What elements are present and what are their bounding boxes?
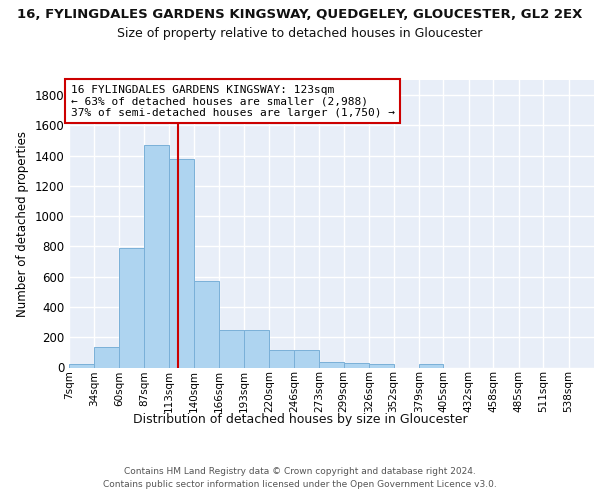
Bar bbox=[144, 145, 169, 368]
Bar bbox=[369, 364, 394, 368]
Bar bbox=[69, 364, 94, 368]
Y-axis label: Number of detached properties: Number of detached properties bbox=[16, 130, 29, 317]
Text: Distribution of detached houses by size in Gloucester: Distribution of detached houses by size … bbox=[133, 412, 467, 426]
Bar bbox=[269, 350, 294, 368]
Bar bbox=[294, 350, 319, 368]
Text: Contains HM Land Registry data © Crown copyright and database right 2024.: Contains HM Land Registry data © Crown c… bbox=[124, 468, 476, 476]
Bar bbox=[119, 248, 144, 368]
Bar bbox=[419, 364, 443, 368]
Bar bbox=[344, 363, 369, 368]
Text: Size of property relative to detached houses in Gloucester: Size of property relative to detached ho… bbox=[118, 28, 482, 40]
Text: 16, FYLINGDALES GARDENS KINGSWAY, QUEDGELEY, GLOUCESTER, GL2 2EX: 16, FYLINGDALES GARDENS KINGSWAY, QUEDGE… bbox=[17, 8, 583, 20]
Text: 16 FYLINGDALES GARDENS KINGSWAY: 123sqm
← 63% of detached houses are smaller (2,: 16 FYLINGDALES GARDENS KINGSWAY: 123sqm … bbox=[71, 84, 395, 117]
Bar bbox=[94, 347, 119, 368]
Bar bbox=[194, 281, 218, 368]
Bar bbox=[169, 158, 194, 368]
Bar bbox=[244, 330, 269, 368]
Bar bbox=[319, 362, 344, 368]
Bar bbox=[218, 330, 244, 368]
Text: Contains public sector information licensed under the Open Government Licence v3: Contains public sector information licen… bbox=[103, 480, 497, 489]
